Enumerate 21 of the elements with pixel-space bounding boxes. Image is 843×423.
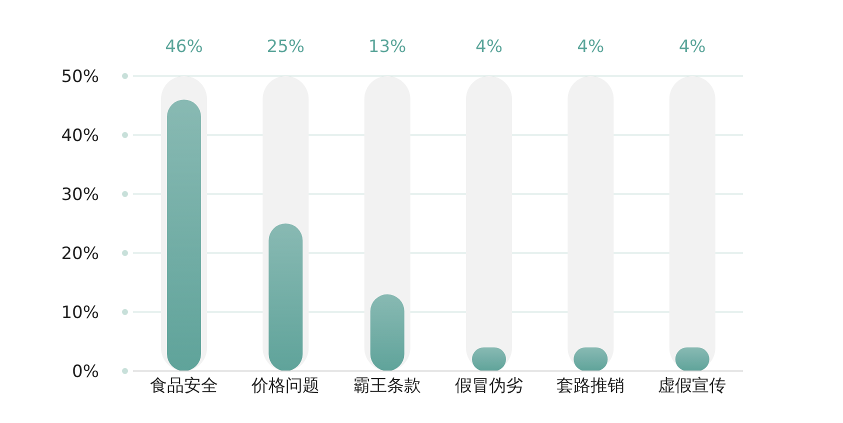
y-tick-label: 0% bbox=[72, 362, 99, 382]
y-tick-label: 10% bbox=[61, 303, 99, 323]
x-tick-label: 霸王条款 bbox=[353, 376, 422, 396]
y-tick-label: 50% bbox=[61, 67, 99, 87]
y-tick-label: 30% bbox=[61, 185, 99, 205]
data-label: 4% bbox=[678, 37, 706, 57]
bar bbox=[268, 224, 303, 371]
x-tick-label: 食品安全 bbox=[150, 376, 218, 396]
x-tick-label: 价格问题 bbox=[250, 376, 320, 396]
x-tick-label: 虚假宣传 bbox=[658, 376, 726, 396]
data-label: 4% bbox=[476, 37, 502, 57]
data-label: 13% bbox=[368, 37, 406, 57]
bar bbox=[370, 294, 404, 371]
data-label: 46% bbox=[165, 37, 203, 57]
data-label: 4% bbox=[577, 37, 604, 57]
x-tick-label: 假冒伪劣 bbox=[454, 376, 523, 396]
data-label: 25% bbox=[266, 37, 305, 57]
bar bbox=[167, 100, 201, 371]
y-tick-label: 20% bbox=[61, 244, 99, 264]
x-tick-label: 套路推销 bbox=[556, 376, 624, 396]
y-tick-label: 40% bbox=[61, 126, 99, 146]
